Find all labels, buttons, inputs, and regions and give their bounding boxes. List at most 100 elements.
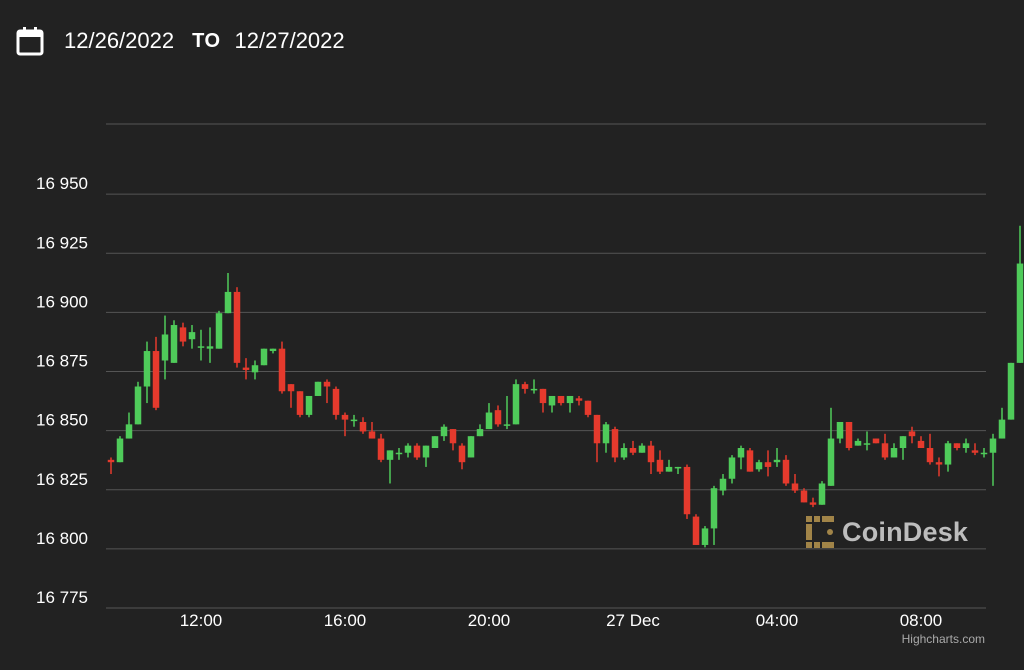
candle[interactable] [143, 341, 151, 404]
candle[interactable] [530, 379, 538, 394]
candle[interactable] [935, 457, 943, 477]
candle[interactable] [782, 455, 790, 486]
candle[interactable] [917, 436, 925, 449]
candle[interactable] [476, 424, 484, 437]
candle[interactable] [305, 395, 313, 418]
candle[interactable] [881, 433, 889, 460]
candle[interactable] [971, 443, 979, 456]
candle[interactable] [953, 443, 961, 451]
candle[interactable] [548, 395, 556, 413]
candle[interactable] [296, 391, 304, 418]
candle[interactable] [359, 417, 367, 434]
candle[interactable] [980, 448, 988, 458]
candle[interactable] [404, 443, 412, 458]
chart-credits[interactable]: Highcharts.com [901, 632, 985, 646]
candle[interactable] [692, 514, 700, 545]
candle[interactable] [251, 360, 259, 380]
candle[interactable] [224, 272, 232, 314]
candle[interactable] [800, 488, 808, 503]
candle[interactable] [233, 287, 241, 368]
candle[interactable] [827, 407, 835, 486]
candle[interactable] [314, 381, 322, 396]
candle[interactable] [278, 341, 286, 394]
candle[interactable] [557, 395, 565, 406]
candle[interactable] [422, 445, 430, 467]
start-date[interactable]: 12/26/2022 [64, 28, 175, 53]
candle[interactable] [755, 459, 763, 472]
calendar-icon[interactable] [16, 26, 44, 56]
candle[interactable] [638, 443, 646, 453]
candle[interactable] [863, 431, 871, 451]
candle[interactable] [485, 403, 493, 430]
candle[interactable] [269, 348, 277, 354]
candle[interactable] [341, 412, 349, 437]
candle[interactable] [836, 421, 844, 444]
candle[interactable] [449, 429, 457, 451]
candle[interactable] [674, 466, 682, 475]
end-date[interactable]: 12/27/2022 [234, 28, 345, 53]
candle[interactable] [521, 381, 529, 394]
candle[interactable] [701, 526, 709, 548]
candle[interactable] [944, 440, 952, 472]
candle[interactable] [242, 358, 250, 380]
candle[interactable] [575, 395, 583, 406]
candle[interactable] [998, 407, 1006, 439]
candle[interactable] [728, 455, 736, 484]
candle[interactable] [620, 443, 628, 460]
candle[interactable] [503, 395, 511, 430]
candle[interactable] [602, 421, 610, 453]
candle[interactable] [287, 384, 295, 408]
candle[interactable] [134, 381, 142, 425]
candle[interactable] [332, 386, 340, 420]
candle[interactable] [1016, 225, 1024, 363]
candle[interactable] [989, 433, 997, 486]
candlestick-series[interactable] [107, 152, 1024, 548]
candle[interactable] [683, 464, 691, 519]
candle[interactable] [584, 400, 592, 418]
candle[interactable] [494, 405, 502, 427]
candle[interactable] [377, 433, 385, 463]
candle[interactable] [116, 436, 124, 463]
candle[interactable] [611, 426, 619, 463]
candle[interactable] [512, 379, 520, 425]
candle[interactable] [170, 320, 178, 363]
candle[interactable] [719, 474, 727, 496]
candle[interactable] [791, 474, 799, 493]
candle[interactable] [152, 336, 160, 411]
candle[interactable] [161, 315, 169, 380]
candle[interactable] [395, 448, 403, 460]
candle[interactable] [593, 414, 601, 463]
candle[interactable] [413, 443, 421, 460]
candle[interactable] [854, 438, 862, 446]
candle[interactable] [260, 348, 268, 366]
candle[interactable] [125, 412, 133, 439]
candle[interactable] [440, 424, 448, 441]
candle[interactable] [629, 440, 637, 456]
candle[interactable] [188, 325, 196, 349]
candle[interactable] [665, 459, 673, 472]
candle[interactable] [179, 322, 187, 347]
candle[interactable] [737, 445, 745, 470]
candle[interactable] [350, 414, 358, 427]
candle[interactable] [566, 395, 574, 413]
candle[interactable] [818, 481, 826, 505]
candle[interactable] [746, 448, 754, 472]
candle[interactable] [872, 438, 880, 444]
candle[interactable] [458, 443, 466, 470]
candle[interactable] [926, 433, 934, 465]
candle[interactable] [1007, 362, 1015, 420]
candle[interactable] [215, 310, 223, 349]
candle[interactable] [899, 436, 907, 460]
candle[interactable] [206, 327, 214, 363]
candle[interactable] [710, 485, 718, 545]
candle[interactable] [809, 497, 817, 508]
candle[interactable] [431, 436, 439, 449]
candle[interactable] [368, 421, 376, 439]
candle[interactable] [647, 440, 655, 475]
candle[interactable] [890, 443, 898, 458]
candle[interactable] [386, 450, 394, 484]
candle[interactable] [656, 450, 664, 475]
candle[interactable] [764, 450, 772, 477]
candle[interactable] [962, 438, 970, 453]
